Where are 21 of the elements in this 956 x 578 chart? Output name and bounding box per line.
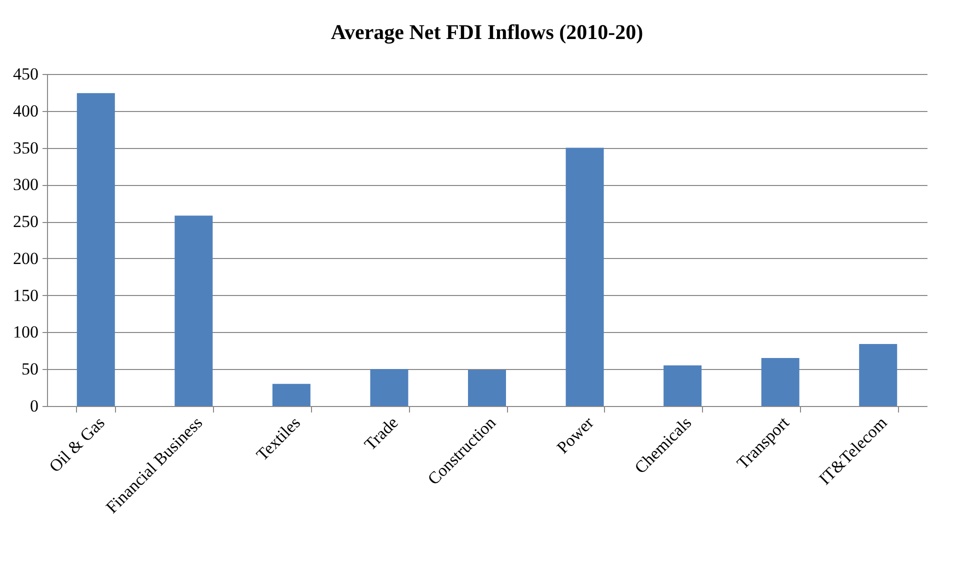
bar (272, 384, 310, 406)
y-tick-label: 50 (22, 360, 38, 379)
y-tick-label: 0 (30, 396, 38, 416)
y-tick-label: 200 (13, 248, 38, 268)
x-tick-label: Oil & Gas (46, 413, 108, 476)
y-tick-label: 150 (13, 286, 38, 305)
bar (761, 358, 800, 406)
bar (566, 148, 604, 406)
y-tick-label: 100 (13, 322, 38, 342)
y-tick-label: 250 (13, 212, 38, 232)
bar (370, 369, 408, 406)
y-tick-label: 400 (13, 101, 38, 120)
bar (468, 370, 506, 406)
bar (664, 365, 702, 406)
bar (859, 344, 898, 406)
chart-title: Average Net FDI Inflows (2010-20) (330, 20, 644, 44)
y-tick-label: 350 (13, 138, 38, 158)
y-tick-label: 450 (13, 64, 38, 84)
bar (174, 216, 213, 406)
y-tick-label: 300 (13, 175, 38, 194)
bar (76, 93, 115, 406)
